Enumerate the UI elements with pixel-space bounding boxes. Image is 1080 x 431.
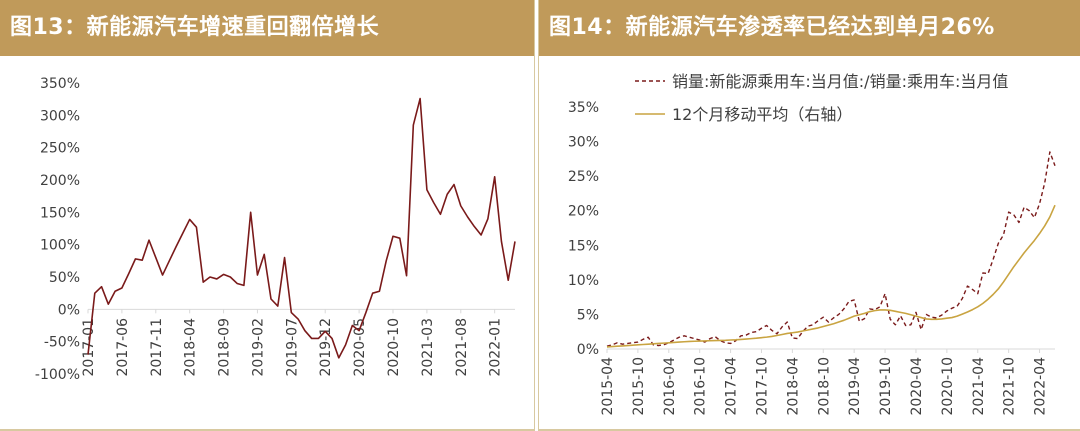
x-tick-label: 2018-09	[217, 318, 233, 377]
chart-panel-right: 图14：新能源汽车渗透率已经达到单月26% 0% 5% 10% 15% 20% 25% 30…	[538, 0, 1080, 431]
x-tick-label: 2015-04	[600, 357, 616, 416]
legend-label: 销量:新能源乘用车:当月值:/销量:乘用车:当月值	[672, 72, 1008, 91]
x-tick-label: 2022-04	[1033, 357, 1049, 416]
x-tick-label: 2017-06	[115, 318, 131, 377]
y-tick-label: 30%	[568, 135, 599, 151]
x-tick-label: 2017-04	[724, 357, 740, 416]
y-tick-label: 300%	[40, 108, 80, 124]
x-tick-label: 2016-04	[662, 357, 678, 416]
y-tick-label: 5%	[577, 307, 599, 323]
y-tick-label: 0%	[58, 302, 80, 318]
penetration-chart: 0% 5% 10% 15% 20% 25% 30% 35% 2015-04 2015-10 2016…	[568, 72, 1056, 416]
chart-title-right: 图14：新能源汽车渗透率已经达到单月26%	[539, 0, 1080, 56]
x-tick-label: 2018-10	[816, 357, 832, 416]
x-tick-label: 2019-07	[284, 318, 300, 377]
chart-panel-left: 图13：新能源汽车增速重回翻倍增长 -100% -50% 0% 50% 100% 150%…	[0, 0, 535, 431]
x-tick-label: 2018-04	[183, 318, 199, 377]
panel-divider	[0, 429, 534, 431]
x-tick-label: 2021-08	[454, 318, 470, 377]
x-tick-label: 2018-04	[785, 357, 801, 416]
x-tick-label: 2019-10	[878, 357, 894, 416]
x-tick-label: 2020-10	[386, 318, 402, 377]
x-tick-label: 2022-01	[488, 318, 504, 377]
x-tick-label: 2020-10	[940, 357, 956, 416]
y-tick-label: 15%	[568, 238, 599, 254]
y-tick-label: 20%	[568, 204, 599, 220]
series-line	[87, 97, 516, 359]
x-tick-label: 2019-12	[318, 318, 334, 377]
y-tick-label: 0%	[577, 342, 599, 358]
y-tick-label: -100%	[35, 367, 80, 383]
x-tick-label: 2017-11	[149, 318, 165, 377]
panel-divider	[539, 429, 1080, 431]
y-tick-label: -50%	[44, 335, 80, 351]
y-tick-label: 150%	[40, 205, 80, 221]
x-tick-label: 2016-10	[693, 357, 709, 416]
x-tick-label: 2019-04	[847, 357, 863, 416]
growth-chart: -100% -50% 0% 50% 100% 150% 200% 250% 300% 350% 20…	[35, 76, 516, 383]
chart-title-left: 图13：新能源汽车增速重回翻倍增长	[0, 0, 534, 56]
x-tick-label: 2021-04	[971, 357, 987, 416]
y-tick-label: 25%	[568, 169, 599, 185]
y-tick-label: 10%	[568, 273, 599, 289]
x-tick-label: 2021-03	[420, 318, 436, 377]
y-tick-label: 200%	[40, 173, 80, 189]
y-tick-label: 250%	[40, 141, 80, 157]
series-line	[606, 151, 1056, 347]
x-tick-label: 2020-04	[909, 357, 925, 416]
series-line	[606, 204, 1056, 348]
y-tick-label: 35%	[568, 100, 599, 116]
legend-label: 12个月移动平均（右轴）	[672, 105, 852, 124]
x-tick-label: 2015-10	[631, 357, 647, 416]
x-tick-label: 2019-02	[250, 318, 266, 377]
x-tick-label: 2017-10	[754, 357, 770, 416]
x-tick-label: 2021-10	[1002, 357, 1018, 416]
x-tick-label: 2020-05	[352, 318, 368, 377]
y-tick-label: 100%	[40, 238, 80, 254]
y-tick-label: 350%	[40, 76, 80, 92]
y-tick-label: 50%	[49, 270, 80, 286]
